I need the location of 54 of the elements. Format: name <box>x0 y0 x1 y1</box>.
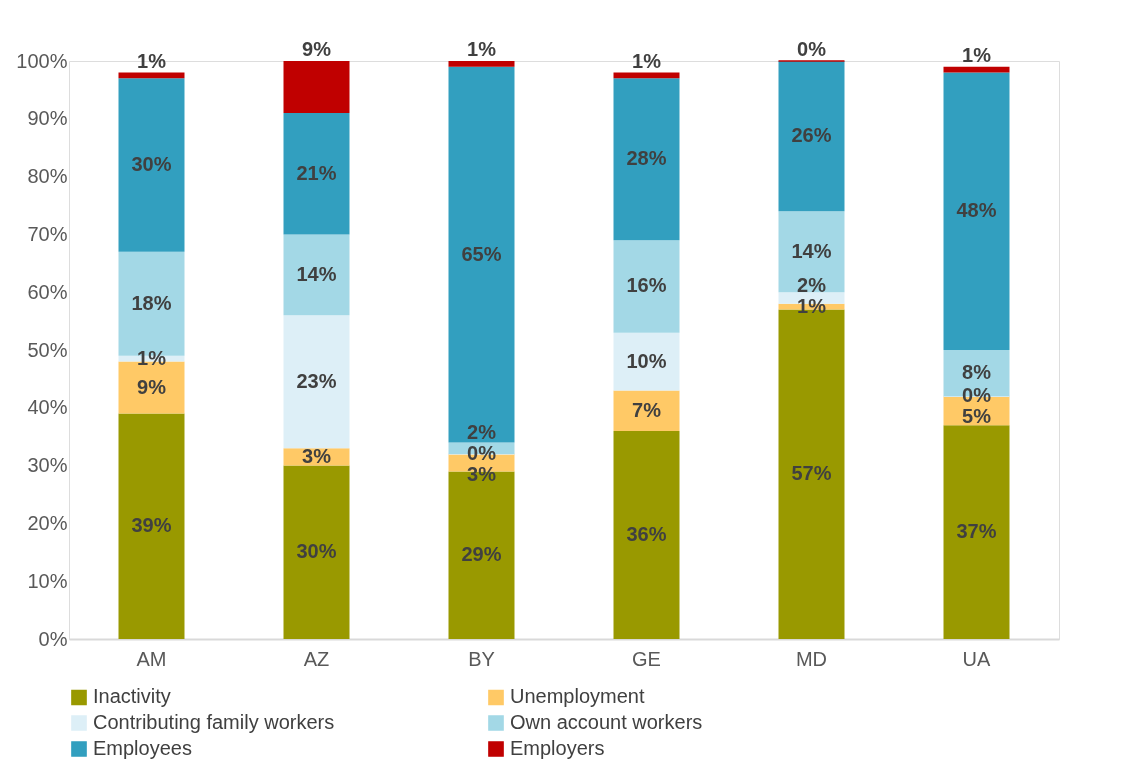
data-label: 65% <box>461 242 502 265</box>
data-label: 1% <box>962 43 992 66</box>
data-label: 10% <box>626 349 667 372</box>
legend-label: Employers <box>510 737 605 759</box>
data-label: 36% <box>626 522 667 545</box>
data-label: 23% <box>296 369 337 392</box>
y-tick-label: 0% <box>38 627 68 650</box>
legend-label: Inactivity <box>93 685 171 708</box>
data-label: 48% <box>956 199 997 222</box>
y-tick-label: 100% <box>16 49 68 72</box>
data-label: 16% <box>626 274 667 297</box>
x-tick-label: GE <box>632 647 661 670</box>
y-tick-label: 40% <box>27 396 68 419</box>
data-label: 5% <box>962 405 992 428</box>
x-tick-label: BY <box>468 647 495 670</box>
legend-label: Employees <box>93 737 192 759</box>
data-label: 1% <box>467 38 497 60</box>
data-label: 2% <box>797 273 827 296</box>
data-label: 21% <box>296 161 337 184</box>
data-label: 0% <box>797 38 827 60</box>
data-label: 29% <box>461 543 502 566</box>
x-tick-label: AM <box>136 647 167 670</box>
y-tick-label: 80% <box>27 165 68 188</box>
y-tick-label: 70% <box>27 222 68 245</box>
x-tick-label: UA <box>962 647 992 670</box>
y-tick-label: 50% <box>27 338 68 361</box>
data-label: 30% <box>131 153 172 176</box>
x-tick-label: AZ <box>303 647 330 670</box>
data-label: 37% <box>956 520 997 543</box>
legend-label: Unemployment <box>510 685 645 708</box>
data-label: 18% <box>131 291 172 314</box>
legend-label: Own account workers <box>510 711 703 733</box>
data-label: 39% <box>131 514 172 537</box>
data-label: 30% <box>296 540 337 563</box>
data-label: 14% <box>296 262 337 285</box>
data-label: 2% <box>467 421 497 444</box>
data-label: 9% <box>302 38 332 60</box>
y-tick-label: 30% <box>27 454 68 477</box>
data-label: 8% <box>962 361 992 384</box>
data-label: 1% <box>632 49 662 72</box>
legend-label: Contributing family workers <box>93 711 335 733</box>
x-tick-label: MD <box>795 647 828 670</box>
y-tick-label: 20% <box>27 511 68 534</box>
y-tick-label: 90% <box>27 107 68 130</box>
data-label: 3% <box>302 444 332 467</box>
y-tick-label: 10% <box>27 569 68 592</box>
data-label: 9% <box>137 375 167 398</box>
data-label: 57% <box>791 462 832 485</box>
data-label: 7% <box>632 398 662 421</box>
y-tick-label: 60% <box>27 280 68 303</box>
data-label: 1% <box>137 49 167 72</box>
data-label: 26% <box>791 124 832 147</box>
data-label: 28% <box>626 147 667 170</box>
data-label: 14% <box>791 239 832 262</box>
